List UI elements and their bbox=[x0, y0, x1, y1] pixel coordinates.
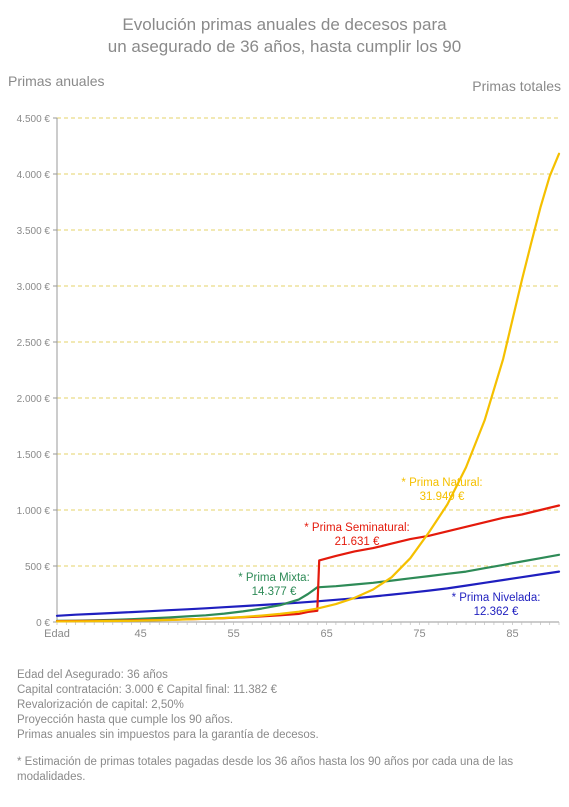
annotation-value: 12.362 € bbox=[474, 606, 519, 618]
note-taxes: Primas anuales sin impuestos para la gar… bbox=[17, 729, 319, 741]
y-tick-label: 3.000 € bbox=[17, 282, 51, 293]
y-tick-label: 4.000 € bbox=[17, 170, 51, 181]
x-tick-label: 55 bbox=[228, 628, 240, 640]
note-capital: Capital contratación: 3.000 € Capital fi… bbox=[17, 684, 277, 696]
y-tick-label: 1.500 € bbox=[17, 450, 51, 461]
series-line-prima-mixta bbox=[55, 553, 561, 623]
annotation-value: 21.631 € bbox=[335, 536, 380, 548]
x-tick-label: 75 bbox=[413, 628, 425, 640]
annotation-label: * Prima Seminatural: bbox=[304, 522, 409, 534]
annotation-prima-seminatural: * Prima Seminatural: 21.631 € bbox=[304, 522, 409, 548]
series-line-prima-nivelada bbox=[55, 570, 561, 617]
annotation-value: 14.377 € bbox=[252, 586, 297, 598]
series-line-prima-natural bbox=[55, 152, 561, 623]
annotation-label: * Prima Natural: bbox=[401, 477, 482, 489]
y-axis-title: Primas anuales bbox=[8, 73, 105, 89]
annotation-prima-nivelada: * Prima Nivelada: 12.362 € bbox=[452, 592, 541, 618]
y-tick-label: 2.000 € bbox=[17, 394, 51, 405]
y-tick-label: 500 € bbox=[25, 562, 50, 573]
notes-block: Edad del Asegurado: 36 años Capital cont… bbox=[17, 668, 557, 743]
line-chart: 0 € 500 € 1.000 € 1.500 € 2.000 € 2.500 € 3.00… bbox=[17, 114, 561, 640]
x-axis-title: Edad bbox=[44, 628, 70, 640]
annotation-label: * Prima Nivelada: bbox=[452, 592, 541, 604]
note-revaluation: Revalorización de capital: 2,50% bbox=[17, 699, 184, 711]
chart-title: Evolución primas anuales de decesos para… bbox=[0, 14, 569, 58]
annotation-label: * Prima Mixta: bbox=[238, 572, 310, 584]
y-tick-label: 1.000 € bbox=[17, 506, 51, 517]
annotation-value: 31.949 € bbox=[420, 491, 465, 503]
y-tick-label: 4.500 € bbox=[17, 114, 51, 125]
secondary-axis-title: Primas totales bbox=[472, 78, 561, 94]
x-tick-label: 85 bbox=[506, 628, 518, 640]
x-tick-label: 65 bbox=[320, 628, 332, 640]
chart-title-line-1: Evolución primas anuales de decesos para bbox=[122, 15, 447, 34]
y-tick-label: 0 € bbox=[36, 618, 50, 629]
y-tick-label: 3.500 € bbox=[17, 226, 51, 237]
x-tick-label: 45 bbox=[135, 628, 147, 640]
annotation-prima-mixta: * Prima Mixta: 14.377 € bbox=[238, 572, 310, 598]
footnote: * Estimación de primas totales pagadas d… bbox=[17, 756, 514, 783]
note-age: Edad del Asegurado: 36 años bbox=[17, 669, 168, 681]
annotation-prima-natural: * Prima Natural: 31.949 € bbox=[401, 477, 482, 503]
chart-title-line-2: un asegurado de 36 años, hasta cumplir l… bbox=[107, 37, 462, 56]
y-tick-label: 2.500 € bbox=[17, 338, 51, 349]
note-projection: Proyección hasta que cumple los 90 años. bbox=[17, 714, 234, 726]
